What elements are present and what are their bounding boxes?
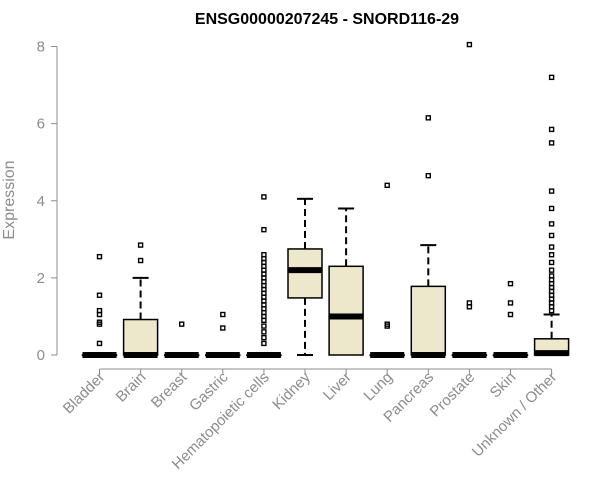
outlier-point — [137, 242, 144, 248]
box-group-7 — [369, 182, 405, 358]
y-tick-label: 6 — [37, 116, 45, 133]
box — [328, 265, 364, 356]
outlier-point — [548, 244, 555, 250]
y-axis-label: Expression — [1, 160, 18, 239]
box-group-2 — [163, 321, 200, 358]
x-tick-label: Skin — [487, 369, 520, 402]
outlier-point — [548, 221, 555, 227]
outlier-point — [220, 325, 226, 331]
outlier-point — [548, 232, 555, 239]
outlier-point — [548, 267, 555, 273]
outlier-point — [261, 252, 267, 258]
outlier-point — [507, 300, 514, 306]
outlier-point — [507, 311, 514, 318]
outlier-point — [466, 41, 473, 48]
outlier-point — [466, 300, 473, 306]
outlier-point — [178, 321, 185, 327]
box-group-3 — [205, 311, 241, 358]
outlier-point — [261, 323, 267, 329]
outlier-point — [425, 115, 431, 121]
outlier-point — [548, 140, 555, 146]
x-tick-label: Liver — [320, 369, 355, 404]
outlier-point — [548, 126, 555, 133]
outlier-point — [548, 252, 555, 258]
outlier-point — [96, 340, 103, 347]
outlier-point — [261, 340, 267, 347]
outlier-point — [96, 319, 103, 325]
box-group-0 — [81, 253, 118, 358]
y-tick-label: 0 — [37, 347, 45, 364]
x-tick-label: Bladder — [60, 369, 109, 418]
y-tick-label: 2 — [37, 270, 45, 287]
x-tick-label: Prostate — [427, 369, 479, 421]
outlier-point — [548, 74, 555, 81]
outlier-point — [261, 329, 267, 335]
box-group-4 — [246, 194, 282, 358]
outlier-point — [96, 292, 103, 298]
y-tick-label: 4 — [37, 193, 45, 210]
box-group-5 — [287, 197, 323, 356]
outlier-point — [548, 273, 555, 279]
outlier-point — [548, 259, 555, 266]
x-tick-label: Breast — [148, 368, 191, 411]
outlier-point — [96, 253, 103, 260]
x-tick-label: Lung — [360, 369, 396, 405]
box-group-10 — [492, 280, 529, 358]
box — [410, 285, 447, 356]
box — [287, 248, 323, 299]
box-group-9 — [451, 41, 488, 358]
plot-area — [81, 41, 570, 358]
outlier-point — [425, 172, 431, 179]
outlier-point — [548, 188, 555, 194]
y-tick-label: 8 — [37, 39, 45, 56]
outlier-point — [384, 182, 390, 189]
x-tick-label: Kidney — [269, 368, 314, 413]
outlier-point — [96, 307, 103, 314]
outlier-point — [261, 226, 267, 233]
box-group-8 — [410, 115, 447, 358]
outlier-point — [507, 280, 514, 287]
chart-title: ENSG00000207245 - SNORD116-29 — [195, 11, 459, 28]
outlier-point — [261, 334, 267, 341]
box-group-1 — [122, 242, 159, 358]
outlier-point — [548, 205, 555, 212]
box-group-6 — [328, 207, 364, 356]
x-tick-label: Brain — [113, 369, 150, 406]
box-group-11 — [533, 74, 570, 357]
outlier-point — [220, 311, 226, 318]
outlier-point — [137, 257, 144, 264]
outlier-point — [261, 194, 267, 200]
box — [122, 318, 159, 356]
outlier-point — [384, 321, 390, 327]
